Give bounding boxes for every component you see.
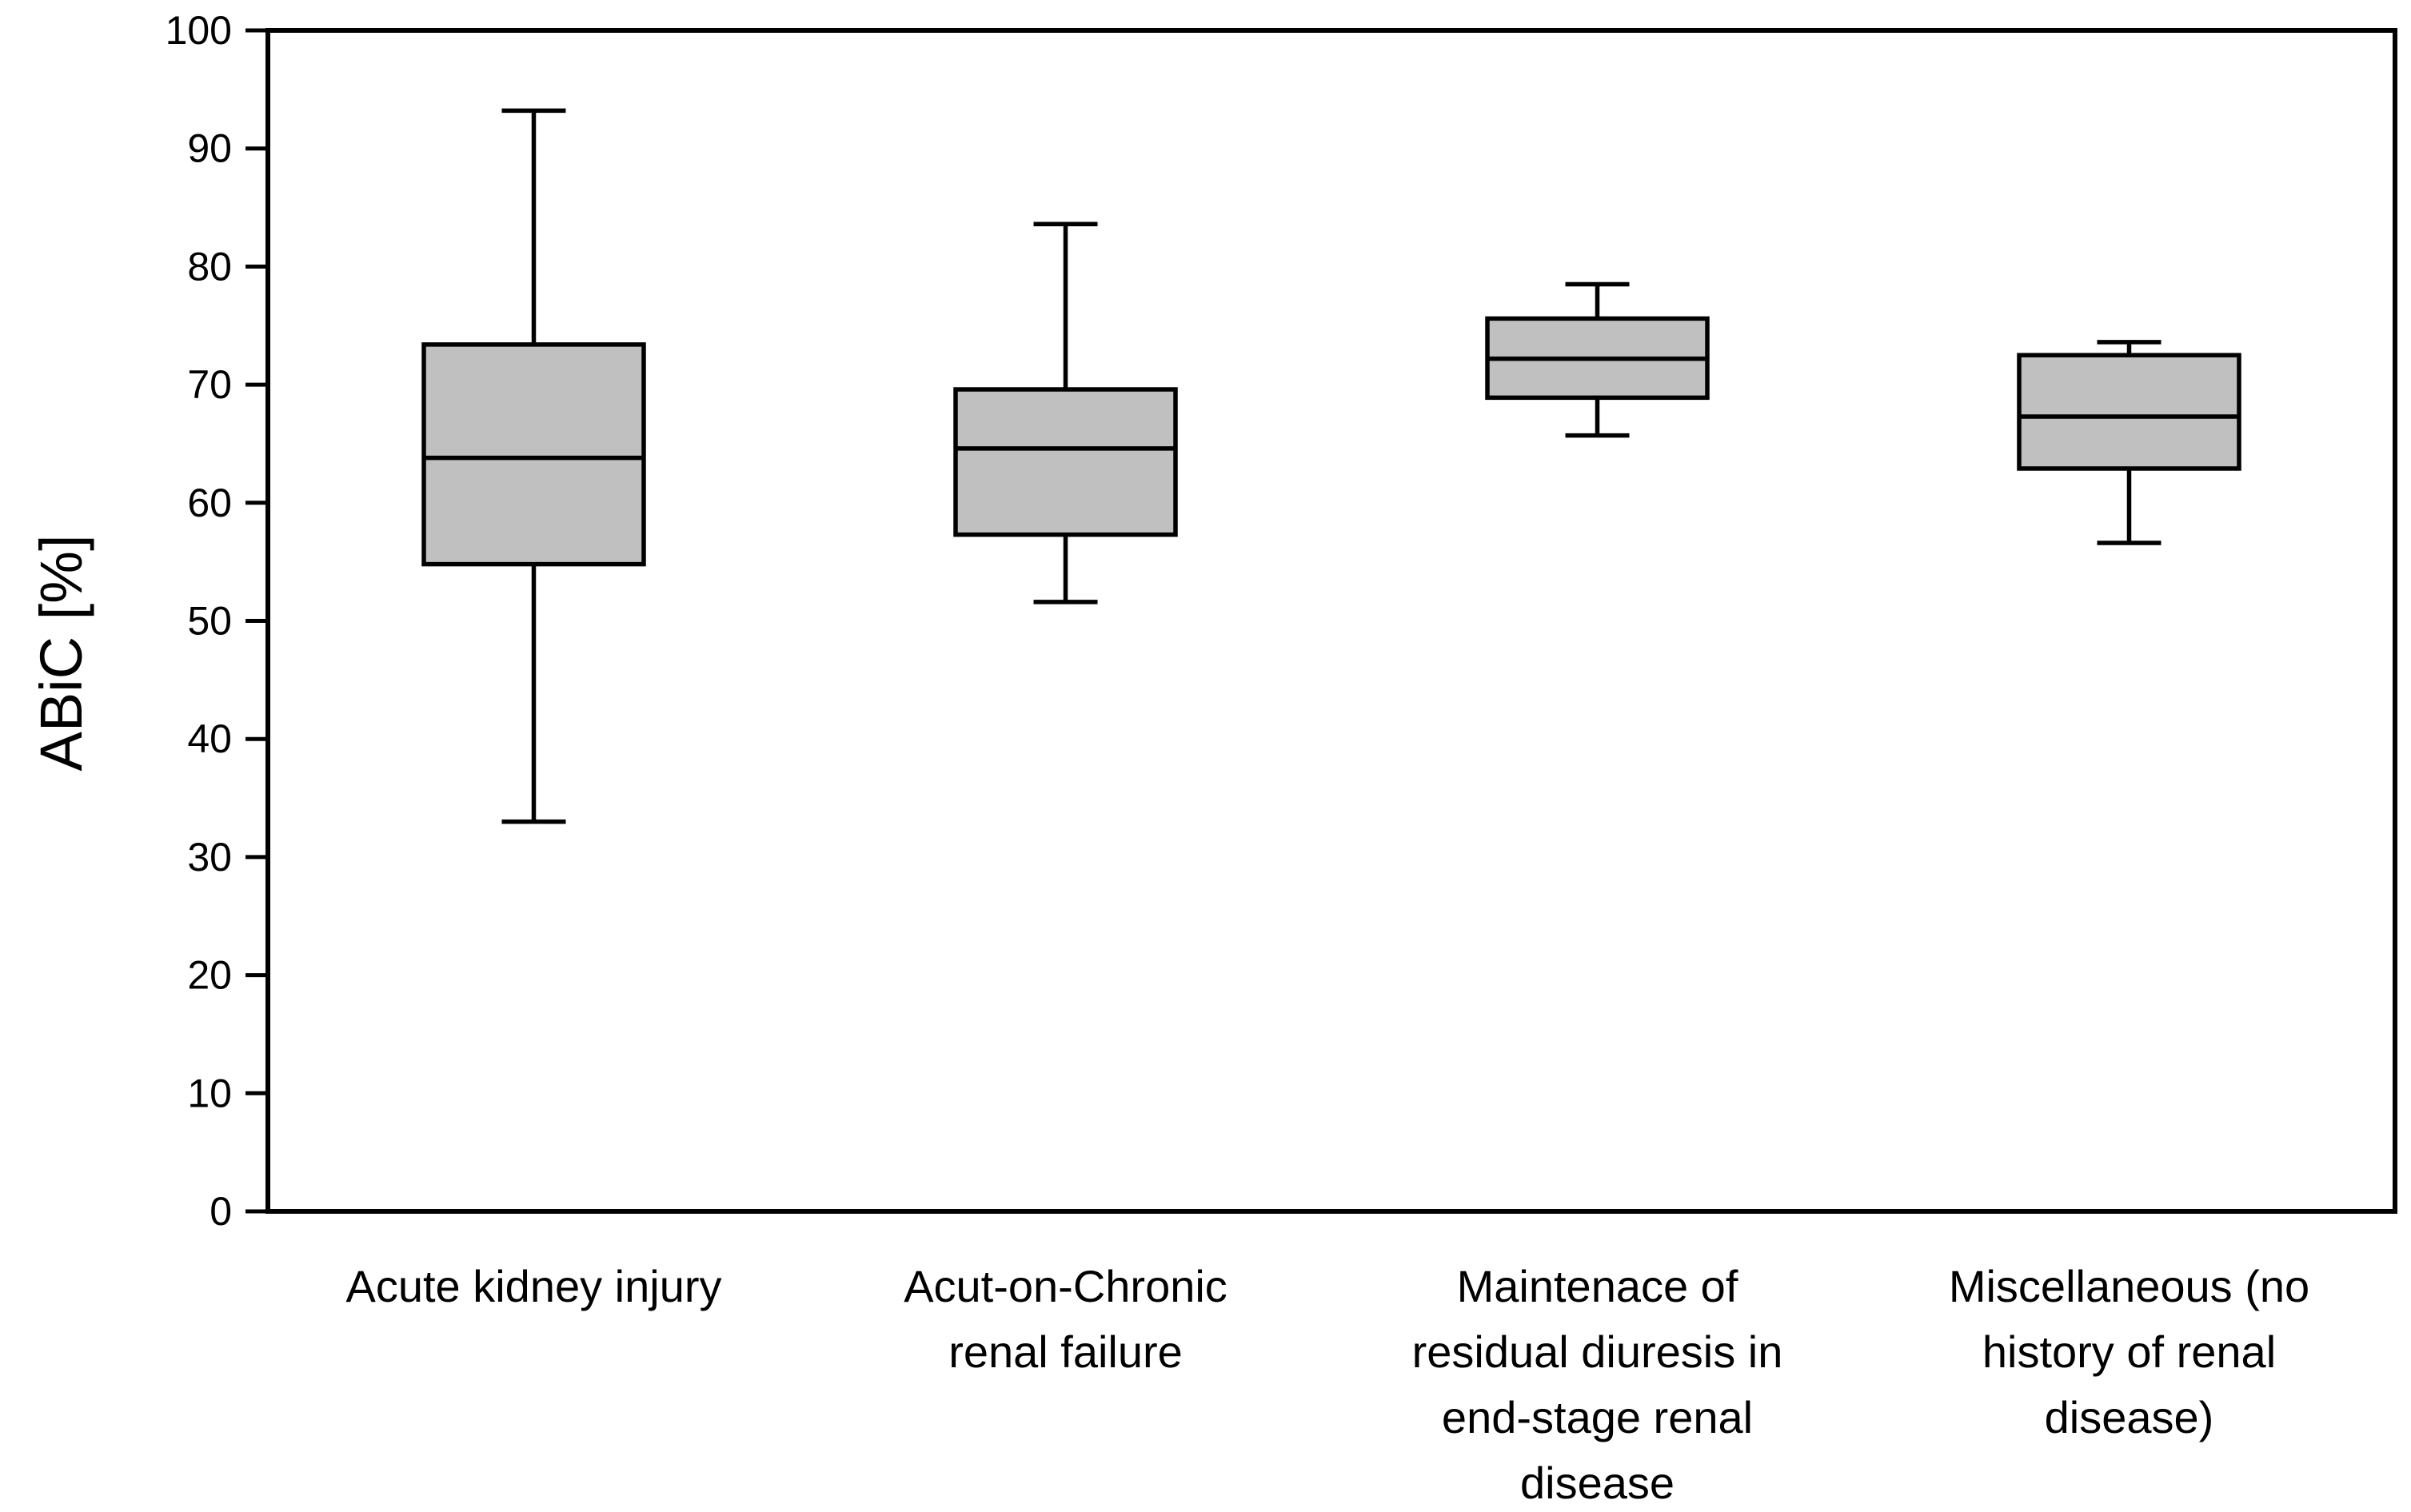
- y-tick-label: 70: [187, 362, 232, 407]
- x-category-label-line: Acute kidney injury: [345, 1261, 721, 1311]
- x-category-label-line: renal failure: [948, 1326, 1183, 1377]
- box-1: [421, 108, 646, 824]
- y-tick-label: 100: [166, 8, 232, 53]
- x-category-label-line: disease: [1520, 1458, 1675, 1508]
- y-tick-label: 90: [187, 126, 232, 171]
- x-axis-category-labels: Acute kidney injury Acut-on-Chronic renal …: [345, 1261, 2309, 1508]
- iqr-box: [421, 342, 646, 567]
- y-tick-label: 20: [187, 953, 232, 998]
- iqr-box: [953, 387, 1178, 537]
- y-tick-label: 0: [210, 1189, 232, 1234]
- x-category-label-line: residual diuresis in: [1412, 1326, 1783, 1377]
- x-category-label: Maintenace of residual diuresis in end-sta…: [1412, 1261, 1783, 1508]
- x-category-label-line: Miscellaneous (no: [1949, 1261, 2309, 1311]
- x-category-label-line: Acut-on-Chronic: [904, 1261, 1227, 1311]
- plot-frame: [265, 28, 2397, 1214]
- x-category-label: Acute kidney injury: [345, 1261, 721, 1311]
- y-tick-label: 80: [187, 244, 232, 289]
- y-tick-label: 60: [187, 481, 232, 525]
- y-axis-title: ABiC [%]: [28, 534, 94, 771]
- y-tick-label: 30: [187, 835, 232, 880]
- x-category-label: Acut-on-Chronic renal failure: [904, 1261, 1227, 1377]
- y-tick-label: 40: [187, 716, 232, 761]
- box-3: [1485, 281, 1710, 438]
- x-category-label-line: Maintenace of: [1457, 1261, 1738, 1311]
- x-category-label-line: disease): [2045, 1392, 2214, 1442]
- box-2: [953, 221, 1178, 604]
- y-axis-ticks: 0 10 20 30 40 50 60 70 80 90 100: [166, 8, 268, 1234]
- x-category-label-line: end-stage renal: [1442, 1392, 1753, 1442]
- box-4: [2017, 340, 2241, 545]
- x-category-label-line: history of renal: [1982, 1326, 2276, 1377]
- y-tick-label: 50: [187, 599, 232, 644]
- iqr-box: [2017, 353, 2241, 471]
- y-tick-label: 10: [187, 1071, 232, 1115]
- box-series: [421, 108, 2241, 824]
- x-category-label: Miscellaneous (no history of renal disease…: [1949, 1261, 2309, 1442]
